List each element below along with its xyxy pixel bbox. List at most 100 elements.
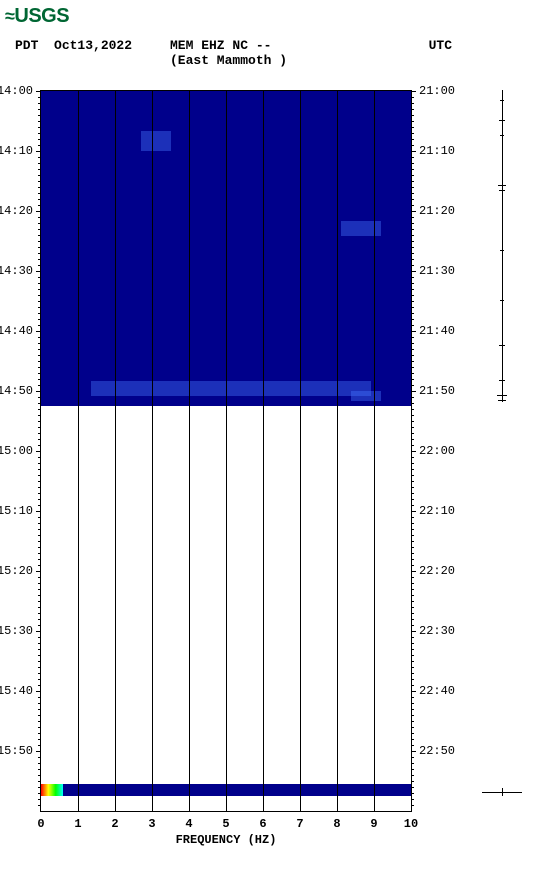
y-minor-tick-left	[38, 703, 41, 704]
trace-mark	[499, 345, 505, 346]
y-minor-tick-right	[411, 517, 414, 518]
y-minor-tick-left	[38, 103, 41, 104]
x-tick-label: 0	[37, 817, 44, 831]
y-minor-tick-right	[411, 187, 414, 188]
y-minor-tick-left	[38, 145, 41, 146]
y-minor-tick-right	[411, 703, 414, 704]
trace-mark	[498, 400, 506, 401]
y-minor-tick-right	[411, 595, 414, 596]
y-minor-tick-left	[38, 127, 41, 128]
y-minor-tick-left	[38, 277, 41, 278]
y-minor-tick-left	[38, 727, 41, 728]
y-minor-tick-left	[38, 529, 41, 530]
y-minor-tick-right	[411, 529, 414, 530]
trace-mark	[499, 120, 505, 121]
y-tick-right	[411, 511, 416, 512]
y-minor-tick-right	[411, 379, 414, 380]
y-minor-tick-left	[38, 805, 41, 806]
y-minor-tick-right	[411, 523, 414, 524]
y-tick-left	[36, 211, 41, 212]
y-minor-tick-left	[38, 193, 41, 194]
y-tick-left	[36, 271, 41, 272]
y-minor-tick-left	[38, 421, 41, 422]
y-minor-tick-left	[38, 427, 41, 428]
trace-mark	[497, 395, 507, 396]
y-minor-tick-left	[38, 763, 41, 764]
y-minor-tick-left	[38, 187, 41, 188]
y-minor-tick-left	[38, 235, 41, 236]
y-minor-tick-left	[38, 601, 41, 602]
y-minor-tick-left	[38, 115, 41, 116]
y-minor-tick-right	[411, 289, 414, 290]
y-minor-tick-right	[411, 169, 414, 170]
y-minor-tick-left	[38, 517, 41, 518]
y-tick-right	[411, 451, 416, 452]
y-minor-tick-right	[411, 505, 414, 506]
y-minor-tick-right	[411, 223, 414, 224]
y-minor-tick-left	[38, 307, 41, 308]
y-minor-tick-left	[38, 361, 41, 362]
gridline	[374, 91, 375, 811]
y-minor-tick-left	[38, 433, 41, 434]
y-minor-tick-right	[411, 319, 414, 320]
y-label-right: 22:00	[419, 444, 455, 458]
y-minor-tick-left	[38, 565, 41, 566]
y-minor-tick-right	[411, 457, 414, 458]
y-minor-tick-left	[38, 745, 41, 746]
y-minor-tick-left	[38, 403, 41, 404]
y-label-left: 14:00	[0, 84, 33, 98]
y-tick-left	[36, 451, 41, 452]
y-minor-tick-right	[411, 619, 414, 620]
y-label-right: 21:50	[419, 384, 455, 398]
y-label-left: 14:10	[0, 144, 33, 158]
y-minor-tick-right	[411, 763, 414, 764]
y-minor-tick-left	[38, 415, 41, 416]
y-minor-tick-left	[38, 535, 41, 536]
y-minor-tick-left	[38, 157, 41, 158]
y-minor-tick-right	[411, 607, 414, 608]
y-minor-tick-right	[411, 421, 414, 422]
y-minor-tick-right	[411, 673, 414, 674]
y-minor-tick-left	[38, 313, 41, 314]
y-minor-tick-right	[411, 649, 414, 650]
y-label-right: 21:10	[419, 144, 455, 158]
y-minor-tick-right	[411, 355, 414, 356]
y-minor-tick-right	[411, 145, 414, 146]
y-minor-tick-left	[38, 799, 41, 800]
y-minor-tick-left	[38, 649, 41, 650]
logo-wave-icon: ≈	[5, 6, 14, 27]
y-minor-tick-right	[411, 277, 414, 278]
y-minor-tick-right	[411, 397, 414, 398]
y-minor-tick-right	[411, 793, 414, 794]
y-minor-tick-left	[38, 589, 41, 590]
y-minor-tick-left	[38, 325, 41, 326]
y-minor-tick-left	[38, 493, 41, 494]
gridline	[152, 91, 153, 811]
y-label-left: 14:30	[0, 264, 33, 278]
y-minor-tick-right	[411, 547, 414, 548]
y-minor-tick-right	[411, 583, 414, 584]
y-label-right: 21:00	[419, 84, 455, 98]
y-minor-tick-left	[38, 643, 41, 644]
y-label-left: 15:20	[0, 564, 33, 578]
y-minor-tick-right	[411, 805, 414, 806]
trace-mark	[482, 792, 522, 793]
y-minor-tick-right	[411, 157, 414, 158]
y-minor-tick-left	[38, 301, 41, 302]
spectrogram-hotspot	[41, 784, 63, 796]
y-minor-tick-left	[38, 679, 41, 680]
y-minor-tick-left	[38, 655, 41, 656]
gridline	[78, 91, 79, 811]
y-minor-tick-left	[38, 775, 41, 776]
y-minor-tick-right	[411, 325, 414, 326]
y-label-left: 15:50	[0, 744, 33, 758]
trace-mark	[500, 100, 504, 101]
y-minor-tick-left	[38, 715, 41, 716]
y-tick-right	[411, 91, 416, 92]
y-minor-tick-right	[411, 553, 414, 554]
x-tick-label: 1	[74, 817, 81, 831]
y-minor-tick-right	[411, 313, 414, 314]
y-minor-tick-right	[411, 409, 414, 410]
gridline	[115, 91, 116, 811]
y-minor-tick-left	[38, 553, 41, 554]
